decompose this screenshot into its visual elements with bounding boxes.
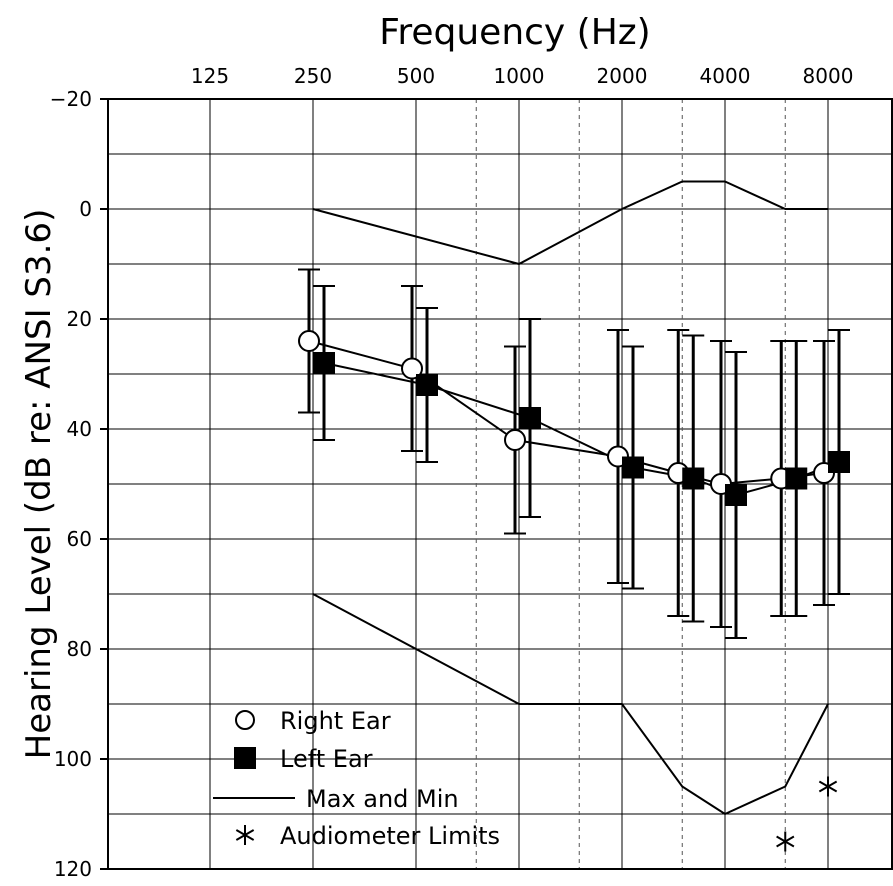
- y-tick-label: 80: [67, 637, 92, 661]
- y-tick-label: 20: [67, 307, 92, 331]
- left-ear-point: [416, 374, 438, 396]
- legend-label-right-ear: Right Ear: [280, 707, 391, 735]
- plot-frame: [107, 98, 893, 870]
- series-line-right-ear: [308, 340, 825, 486]
- max-min-line-upper: [312, 180, 828, 266]
- legend-marker-audiometer-limits: [235, 825, 255, 845]
- left-ear-point: [828, 451, 850, 473]
- right-ear-point: [401, 357, 423, 380]
- x-tick-label: 125: [191, 64, 229, 88]
- y-tick-label: 120: [54, 857, 92, 881]
- x-tick-label: 1000: [494, 64, 545, 88]
- legend-asterisk: [235, 825, 255, 845]
- left-ear-point: [519, 407, 541, 429]
- x-axis-title: Frequency (Hz): [379, 12, 650, 53]
- error-bars: [298, 268, 850, 639]
- max-min-line-lower: [312, 593, 829, 816]
- axis-ticks: 125 250 500 1000 2000 4000 8000 −20 0 20 40 60 80 100…: [50, 64, 854, 881]
- legend-marker-left-ear: [234, 747, 256, 769]
- left-ear-point: [313, 352, 335, 374]
- y-tick-label: −20: [50, 87, 92, 111]
- legend-label-left-ear: Left Ear: [280, 745, 373, 773]
- series-lines: [308, 340, 840, 497]
- legend-label-max-min: Max and Min: [306, 785, 459, 813]
- right-ear-point: [298, 330, 320, 352]
- asterisk-stroke: [235, 829, 255, 841]
- x-tick-label: 500: [397, 64, 435, 88]
- series-markers: [298, 330, 850, 852]
- x-tick-label: 250: [294, 64, 332, 88]
- legend-label-audiometer-limits: Audiometer Limits: [280, 822, 500, 850]
- legend: Right Ear Left Ear Max and Min Audiomete…: [213, 707, 500, 850]
- y-tick-label: 40: [67, 417, 92, 441]
- right-ear-point: [504, 429, 526, 451]
- y-axis-title: Hearing Level (dB re: ANSI S3.6): [19, 209, 59, 760]
- x-tick-label: 4000: [700, 64, 751, 88]
- x-tick-label: 8000: [803, 64, 854, 88]
- asterisk-stroke: [776, 835, 795, 848]
- audiometer-limit-point: [818, 776, 838, 797]
- legend-marker-right-ear: [235, 710, 255, 730]
- left-ear-point: [725, 484, 747, 506]
- left-ear-point: [622, 456, 644, 479]
- asterisk-stroke: [818, 780, 838, 793]
- max-min-lines: [312, 180, 829, 816]
- y-tick-label: 60: [67, 527, 92, 551]
- y-tick-label: 0: [79, 197, 92, 221]
- x-tick-label: 2000: [597, 64, 648, 88]
- left-ear-point: [682, 467, 705, 490]
- y-tick-label: 100: [54, 747, 92, 771]
- left-ear-point: [785, 467, 808, 490]
- audiometer-limit-point: [776, 831, 795, 852]
